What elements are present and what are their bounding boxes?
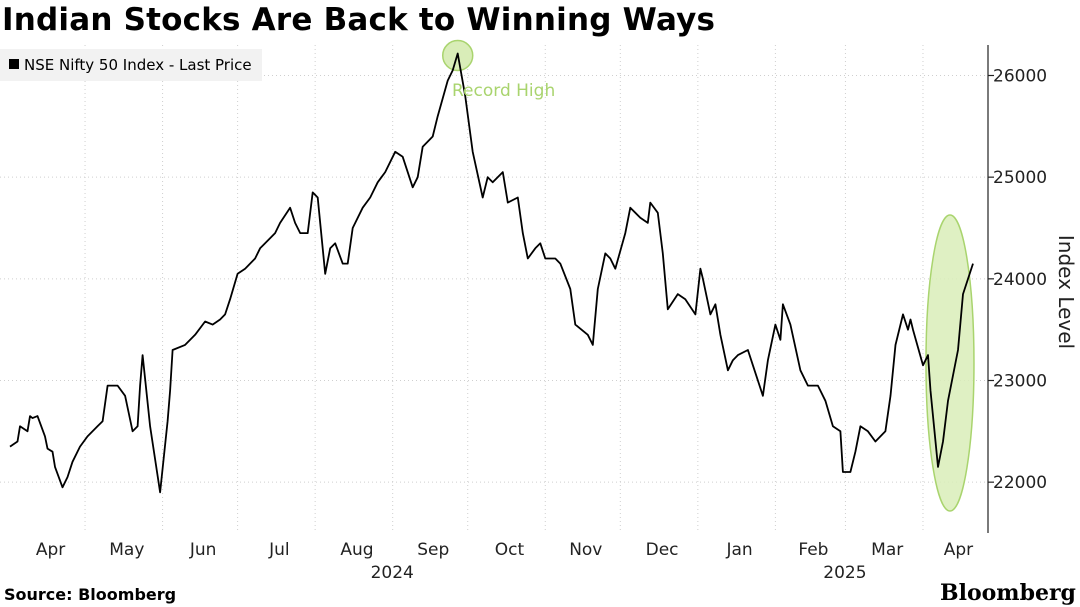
- x-tick-label: Jul: [268, 540, 290, 560]
- x-tick-label: Jun: [189, 540, 217, 560]
- x-tick-label: Apr: [944, 540, 973, 560]
- x-axis-ticks: Apr May Jun Jul Aug Sep Oct Nov Dec Jan Feb Mar Apr 2…: [36, 540, 973, 583]
- x-tick-label: Dec: [646, 540, 679, 560]
- x-tick-label: Apr: [36, 540, 65, 560]
- x-tick-label: May: [109, 540, 144, 560]
- x-tick-label: Jan: [726, 540, 753, 560]
- nifty-price-line: [9, 52, 974, 494]
- legend-label: NSE Nifty 50 Index - Last Price: [24, 56, 252, 74]
- gridlines: [0, 45, 988, 533]
- x-tick-label: Mar: [871, 540, 903, 560]
- highlight-layer: [441, 39, 975, 512]
- legend: NSE Nifty 50 Index - Last Price: [0, 49, 262, 81]
- bloomberg-logo: Bloomberg: [940, 580, 1076, 606]
- y-tick-label: 26000: [993, 67, 1047, 87]
- y-tick-label: 25000: [993, 168, 1047, 188]
- x-tick-label: Feb: [798, 540, 828, 560]
- y-axis-title: Index Level: [1054, 235, 1078, 349]
- source-note: Source: Bloomberg: [4, 585, 176, 604]
- chart-title: Indian Stocks Are Back to Winning Ways: [2, 2, 716, 38]
- y-axis-ticks: 22000 23000 24000 25000 26000: [988, 67, 1047, 493]
- x-tick-label: Nov: [569, 540, 602, 560]
- legend-swatch: [9, 59, 19, 69]
- x-year-label: 2025: [823, 563, 866, 583]
- x-tick-label: Aug: [340, 540, 373, 560]
- y-tick-label: 24000: [993, 270, 1047, 290]
- y-tick-label: 22000: [993, 473, 1047, 493]
- record-high-label: Record High: [452, 81, 555, 101]
- y-tick-label: 23000: [993, 372, 1047, 392]
- x-tick-label: Oct: [495, 540, 525, 560]
- x-year-label: 2024: [371, 563, 414, 583]
- april-rebound-highlight: [925, 214, 975, 512]
- x-tick-label: Sep: [417, 540, 449, 560]
